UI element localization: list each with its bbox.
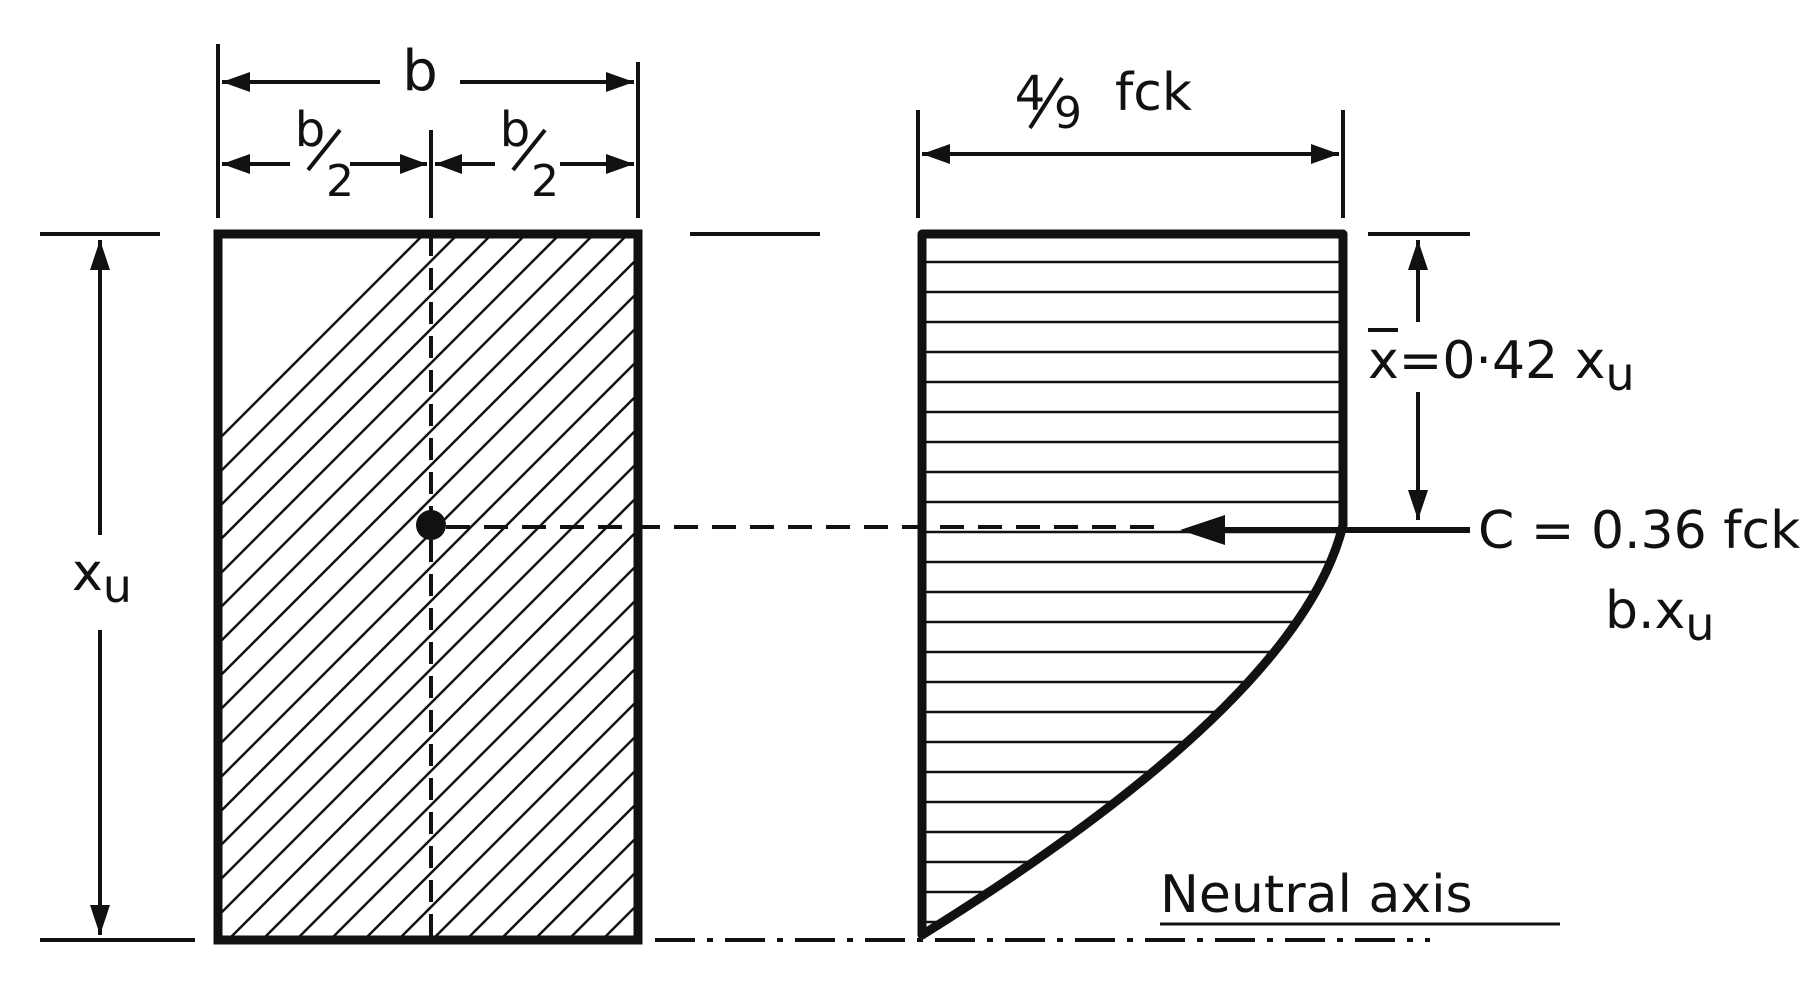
svg-text:2: 2 (531, 156, 559, 207)
compressive-force: C = 0.36 fck b.xu (446, 501, 1800, 651)
force-label-line2: b.xu (1605, 581, 1714, 651)
cross-section (213, 229, 1444, 945)
max-stress-dimension: 4 9 fck (916, 63, 1345, 218)
hatch-line (670, 234, 1376, 940)
hatch-line (363, 664, 638, 940)
svg-text:b: b (295, 102, 325, 158)
hatch-line (218, 324, 638, 748)
hatch-line (218, 234, 425, 442)
section-hatching (218, 234, 1444, 940)
neutral-axis: Neutral axis (655, 865, 1560, 942)
hatch-line (397, 698, 638, 940)
hatch-line (218, 256, 638, 680)
hatch-line (431, 732, 638, 940)
hatch-line (261, 562, 638, 940)
hatch-line (218, 234, 595, 612)
stress-block-outline (917, 229, 1348, 940)
hatch-line (295, 596, 638, 940)
hatch-line (218, 234, 459, 476)
svg-text:b: b (500, 102, 530, 158)
half-width-right-label: b 2 (500, 102, 559, 207)
svg-text:2: 2 (326, 156, 354, 207)
depth-label: xu (72, 543, 132, 613)
hatch-line (329, 630, 638, 940)
hatch-line (635, 936, 638, 940)
hatch-line (601, 902, 638, 940)
hatch-line (218, 234, 561, 578)
force-arrowhead (1180, 515, 1225, 545)
hatch-line (218, 392, 638, 816)
width-label: b (402, 39, 438, 104)
centroid-point (416, 510, 446, 540)
hatch-line (738, 234, 1444, 940)
width-dimension: b b 2 b 2 (216, 39, 640, 218)
svg-text:9: 9 (1054, 88, 1082, 139)
hatch-line (704, 234, 1410, 940)
hatch-line (218, 234, 629, 646)
hatch-line (218, 460, 638, 884)
hatch-line (465, 766, 638, 940)
max-stress-label: 4 9 fck (1015, 63, 1192, 139)
force-label-line1: C = 0.36 fck (1478, 501, 1800, 561)
hatch-line (218, 358, 638, 782)
neutral-axis-label: Neutral axis (1160, 865, 1473, 925)
stress-hatching (922, 260, 1343, 924)
centroid-distance-label: x=0·42 xu (1368, 328, 1635, 401)
hatch-line (218, 494, 638, 918)
svg-text:fck: fck (1115, 63, 1192, 123)
hatch-line (218, 234, 527, 544)
half-width-left-label: b 2 (295, 102, 354, 207)
depth-dimension: xu (40, 232, 195, 942)
svg-text:x=0·42 xu: x=0·42 xu (1368, 331, 1635, 401)
hatch-line (218, 426, 638, 850)
section-outline (213, 229, 643, 945)
hatch-line (218, 290, 638, 714)
hatch-line (499, 800, 638, 940)
hatch-line (227, 528, 638, 940)
hatch-line (218, 234, 493, 510)
centroid-dimension: x=0·42 xu (1368, 232, 1635, 520)
stress-block (917, 229, 1348, 940)
